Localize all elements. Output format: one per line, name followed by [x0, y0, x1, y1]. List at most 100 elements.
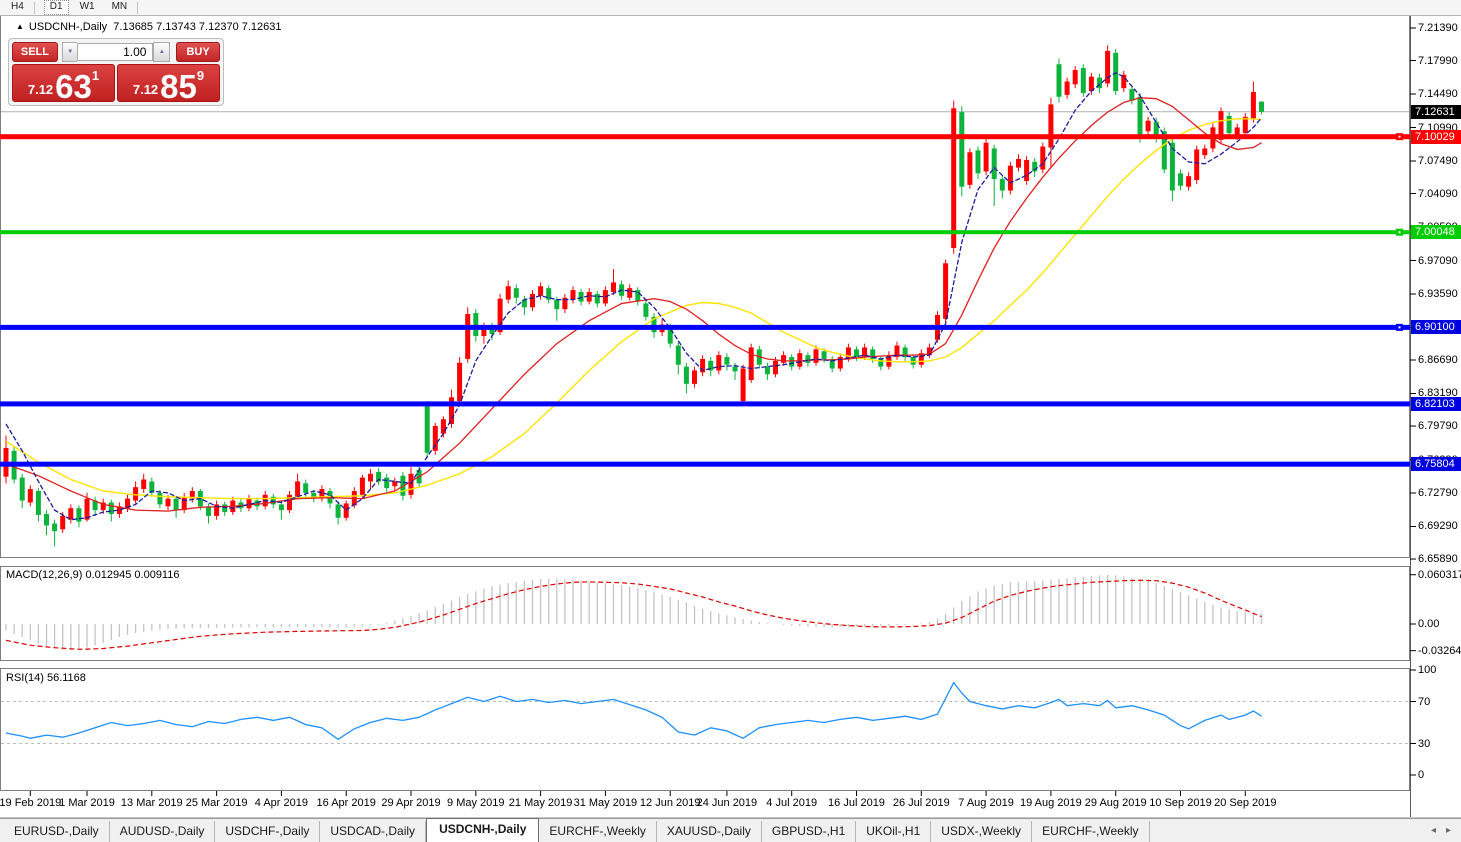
buy-price-sup: 9 [196, 68, 205, 83]
price-axis-label[interactable]: 7.04090 [1418, 187, 1458, 200]
rsi-axis-label[interactable]: 0 [1418, 769, 1425, 781]
price-axis-marker: 7.12631 [1411, 104, 1461, 119]
horizontal-line-6.82103[interactable] [0, 401, 1410, 407]
chart-tab-xauusd-daily[interactable]: XAUUSD-,Daily [657, 821, 762, 842]
chart-tab-gbpusd-h1[interactable]: GBPUSD-,H1 [762, 821, 857, 842]
price-axis-label[interactable]: 7.17990 [1418, 54, 1458, 67]
date-axis-label[interactable]: 16 Apr 2019 [316, 797, 376, 809]
price-axis-label[interactable]: 6.79790 [1418, 420, 1458, 433]
date-axis-label[interactable]: 16 Jul 2019 [828, 797, 885, 809]
tab-scroll-left-icon[interactable]: ◂ [1430, 825, 1436, 836]
chevron-down-icon: ▼ [67, 49, 74, 55]
date-axis-label[interactable]: 29 Apr 2019 [381, 797, 441, 809]
line-drag-handle-dot [1398, 231, 1401, 234]
timeframe-button-w1[interactable]: W1 [79, 1, 95, 12]
sell-price-small: 7.12 [27, 82, 54, 97]
buy-button[interactable]: BUY [176, 42, 221, 62]
chart-tab-bar: EURUSD-,Daily AUDUSD-,Daily USDCHF-,Daily U… [0, 818, 1461, 842]
price-axis-label[interactable]: 6.83190 [1418, 387, 1458, 400]
chevron-up-icon: ▲ [158, 49, 165, 55]
price-axis-label[interactable]: 6.69290 [1418, 520, 1458, 533]
date-axis-label[interactable]: 12 Jun 2019 [639, 797, 701, 809]
toolbar-divider [137, 1, 139, 14]
date-axis-label[interactable]: 31 May 2019 [573, 797, 638, 809]
macd-signal-line [5, 579, 1262, 650]
macd-axis-label[interactable]: 0.060317 [1418, 568, 1461, 581]
tab-scroll-arrows: ◂ ▸ [1421, 825, 1451, 836]
price-pane-border [0, 14, 1410, 558]
date-axis-label[interactable]: 26 Jul 2019 [892, 797, 950, 809]
chart-tab-eurusd-daily[interactable]: EURUSD-,Daily [4, 821, 110, 842]
volume-decrease-button[interactable]: ▼ [61, 42, 78, 62]
rsi-line [5, 681, 1262, 741]
price-axis-label[interactable]: 7.14490 [1418, 88, 1458, 101]
price-axis-marker: 6.82103 [1411, 396, 1461, 411]
macd-pane-border [0, 566, 1410, 661]
date-axis-label[interactable]: 24 Jun 2019 [696, 797, 758, 809]
price-axis-label[interactable]: 7.07490 [1418, 154, 1458, 167]
price-axis-label[interactable]: 6.97090 [1418, 254, 1458, 267]
volume-input[interactable] [77, 43, 154, 61]
date-axis-label[interactable]: 4 Apr 2019 [254, 797, 308, 809]
ma-fast-line [5, 72, 1262, 521]
date-axis-label[interactable]: 10 Sep 2019 [1149, 797, 1212, 809]
timeframe-toolbar: H4 D1 W1 MN [0, 0, 1461, 16]
date-axis-label[interactable]: 19 Feb 2019 [0, 797, 62, 809]
rsi-axis-label[interactable]: 100 [1418, 664, 1437, 676]
price-axis-label[interactable]: 6.65890 [1418, 553, 1458, 566]
date-axis-label[interactable]: 25 Mar 2019 [185, 797, 248, 809]
buy-price-small: 7.12 [132, 82, 159, 97]
one-click-trading-panel: SELL ▼ ▲ BUY 7.12 63 1 7.12 85 9 [8, 38, 224, 106]
chart-tab-audusd-daily[interactable]: AUDUSD-,Daily [110, 821, 216, 842]
ma-slow-line [5, 118, 1262, 500]
date-axis-label[interactable]: 29 Aug 2019 [1084, 797, 1147, 809]
macd-indicator-label: MACD(12,26,9) 0.012945 0.009116 [6, 569, 180, 581]
price-axis-label[interactable]: 6.93590 [1418, 287, 1458, 300]
date-axis-label[interactable]: 13 Mar 2019 [120, 797, 183, 809]
chart-tab-eurchf-weekly[interactable]: EURCHF-,Weekly [539, 821, 657, 842]
buy-price-display[interactable]: 7.12 85 9 [117, 64, 220, 103]
ma-mid-line [5, 97, 1262, 512]
rsi-axis-label[interactable]: 70 [1418, 695, 1431, 708]
horizontal-line-7.00048[interactable] [0, 230, 1410, 235]
sell-button[interactable]: SELL [12, 42, 58, 62]
symbol-name: USDCNH-,Daily [28, 21, 108, 33]
symbol-ohlc-values: 7.13685 7.13743 7.12370 7.12631 [113, 21, 282, 33]
rsi-axis-label[interactable]: 30 [1418, 737, 1431, 750]
rsi-pane-border [0, 668, 1410, 791]
date-axis-label[interactable]: 7 Aug 2019 [958, 797, 1014, 809]
toolbar-divider [33, 1, 35, 14]
date-axis-label[interactable]: 1 Mar 2019 [59, 797, 115, 809]
horizontal-line-7.10029[interactable] [0, 134, 1410, 140]
chart-tab-eurchf-weekly[interactable]: EURCHF-,Weekly [1032, 821, 1150, 842]
collapse-triangle-icon[interactable]: ▲ [16, 22, 24, 31]
price-axis-label[interactable]: 6.72790 [1418, 487, 1458, 499]
chart-title: ▲ USDCNH-,Daily 7.13685 7.13743 7.12370 7… [16, 21, 282, 33]
date-axis-label[interactable]: 4 Jul 2019 [766, 797, 818, 809]
price-axis-marker: 6.90100 [1411, 320, 1461, 335]
sell-price-sup: 1 [91, 68, 100, 83]
chart-tab-usdx-weekly[interactable]: USDX-,Weekly [931, 821, 1033, 842]
chart-tab-usdcnh-daily[interactable]: USDCNH-,Daily [426, 818, 540, 842]
date-axis-label[interactable]: 21 May 2019 [508, 797, 573, 809]
tab-scroll-right-icon[interactable]: ▸ [1445, 825, 1451, 836]
timeframe-button-h4[interactable]: H4 [11, 1, 24, 12]
sell-price-display[interactable]: 7.12 63 1 [12, 64, 115, 103]
price-axis-label[interactable]: 6.86690 [1418, 354, 1458, 366]
chart-tab-ukoil-h1[interactable]: UKOil-,H1 [856, 821, 932, 842]
chart-tab-usdchf-daily[interactable]: USDCHF-,Daily [215, 821, 321, 842]
price-axis-label[interactable]: 7.21390 [1418, 22, 1458, 34]
volume-increase-button[interactable]: ▲ [153, 42, 171, 62]
horizontal-line-6.901[interactable] [0, 324, 1410, 330]
timeframe-button-d1[interactable]: D1 [43, 0, 69, 15]
line-drag-handle-dot [1398, 326, 1401, 329]
chart-tab-usdcad-daily[interactable]: USDCAD-,Daily [320, 821, 427, 842]
timeframe-button-mn[interactable]: MN [111, 1, 128, 12]
date-axis-label[interactable]: 9 May 2019 [447, 797, 505, 809]
date-axis-label[interactable]: 19 Aug 2019 [1019, 797, 1082, 809]
horizontal-line-6.75804[interactable] [0, 461, 1410, 467]
date-axis-label[interactable]: 20 Sep 2019 [1214, 797, 1277, 809]
macd-axis-label[interactable]: 0.00 [1418, 618, 1440, 630]
macd-axis-label[interactable]: -0.032648 [1418, 644, 1461, 657]
